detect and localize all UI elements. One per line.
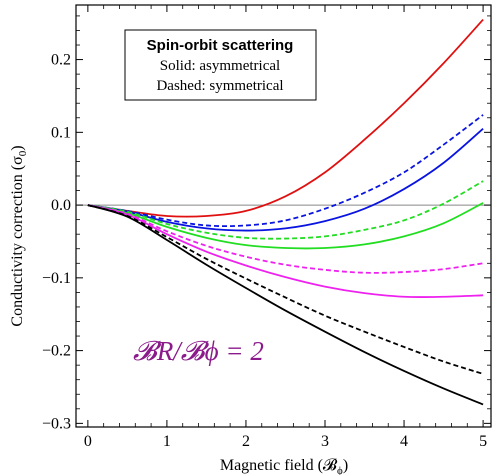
series-line-2 [87,114,484,228]
series-line-4 [87,180,484,240]
legend-solid-label: Solid: asymmetrical [160,58,280,74]
legend-title: Spin-orbit scattering [147,37,294,54]
y-axis-title: Conductivity correction (σ0) [9,145,29,326]
x-tick-label: 3 [321,433,329,450]
x-tick-label: 4 [400,433,408,450]
x-axis-title-sub: ϕ [337,465,343,475]
axis-ticks: 0 1 2 3 4 5 −0.3 −0.2 −0.1 0.0 0.1 0.2 [42,5,491,450]
series-line-7 [87,204,484,298]
x-tick-label: 1 [163,433,171,450]
series-line-8 [87,204,484,375]
x-tick-label: 2 [242,433,250,450]
y-tick-label: −0.2 [42,343,71,360]
y-axis-title-main: Conductivity correction (σ [9,156,26,327]
x-tick-label: 0 [84,433,92,450]
y-axis-title-end: ) [9,145,26,150]
series-line-6 [87,204,484,274]
legend: Spin-orbit scattering Solid: asymmetrica… [124,29,317,101]
series-line-1 [87,18,484,218]
x-tick-label: 5 [479,433,487,450]
plot-frame [75,4,492,428]
x-axis-title: Magnetic field (𝓑ϕ) [220,457,348,475]
x-axis-title-end: ) [343,457,348,474]
y-axis-title-sub: 0 [17,150,29,156]
y-tick-label: 0.2 [51,52,71,69]
y-tick-label: −0.3 [42,415,71,432]
series-line-5 [87,202,484,250]
series-line-3 [87,128,484,232]
series-layer [87,18,484,406]
y-tick-label: 0.0 [51,197,71,214]
y-tick-label: 0.1 [51,124,71,141]
legend-box [124,29,317,101]
legend-dashed-label: Dashed: symmetrical [156,78,283,94]
ratio-annotation: 𝓑R/𝓑ϕ = 2 [133,336,264,366]
series-line-9 [87,204,484,406]
x-axis-title-main: Magnetic field (𝓑 [220,457,338,474]
y-tick-label: −0.1 [42,270,71,287]
